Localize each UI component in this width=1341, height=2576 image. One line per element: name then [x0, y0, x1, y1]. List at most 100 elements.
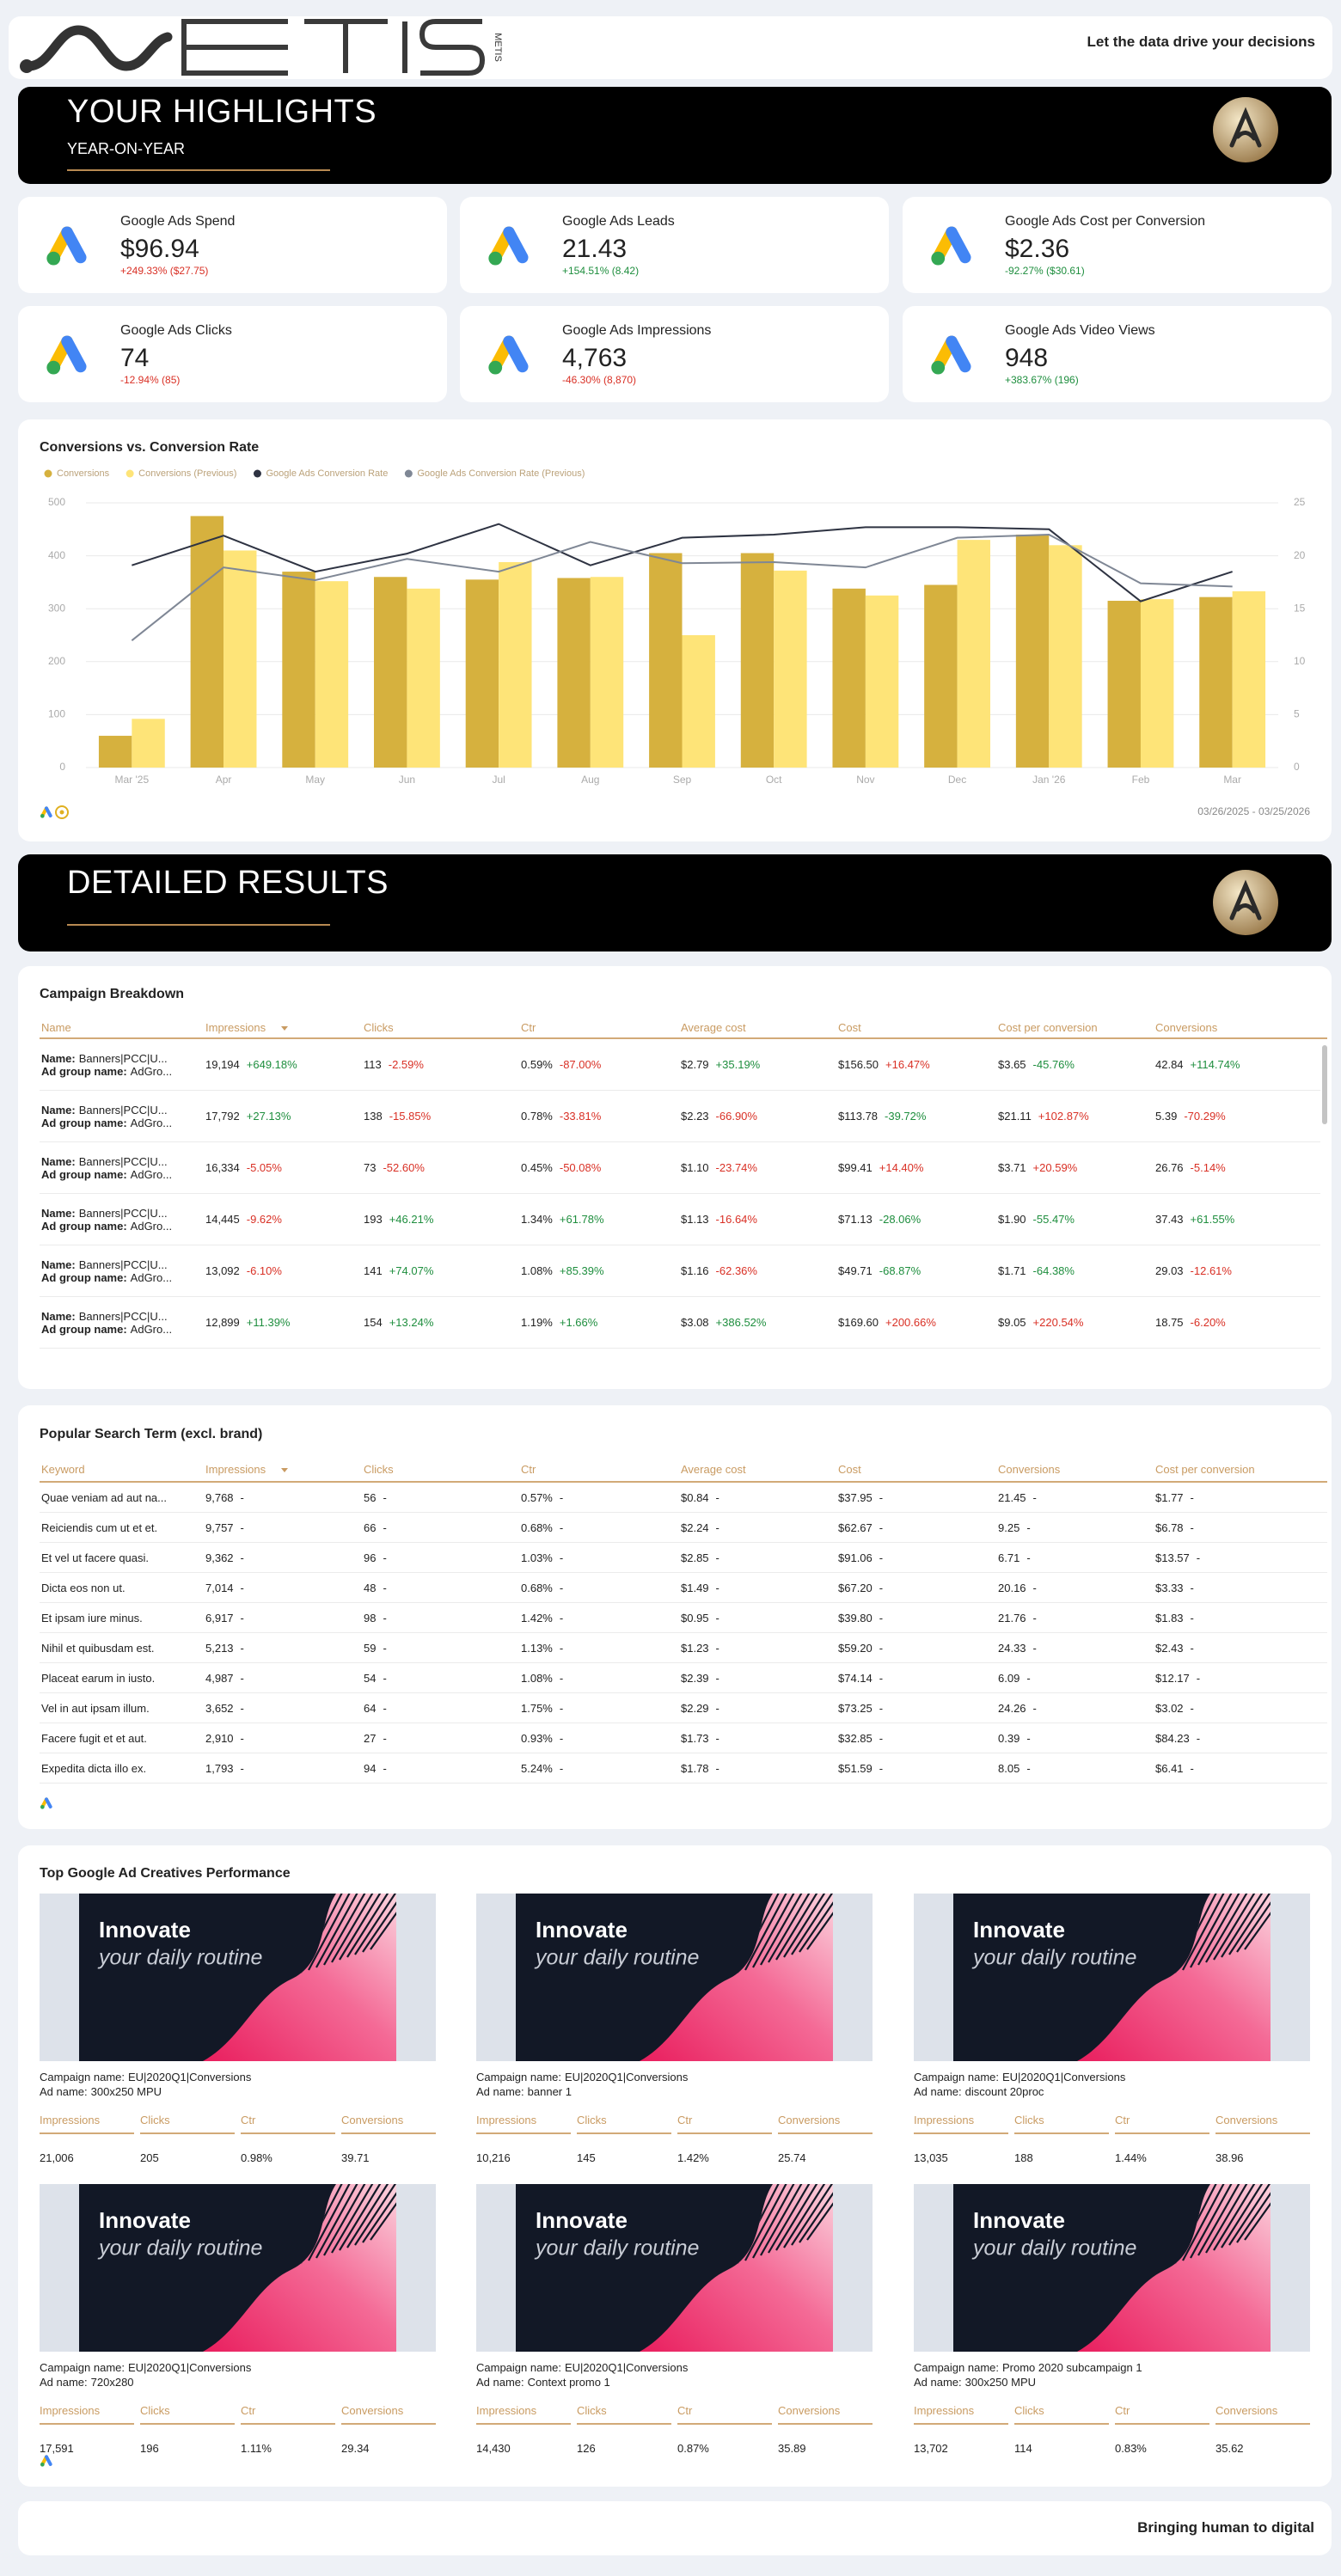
- cell-change: -: [383, 1581, 387, 1594]
- cell-change: -: [1026, 1551, 1031, 1564]
- kpi-card: Google Ads Spend $96.94 +249.33% ($27.75): [18, 197, 447, 293]
- y-tick-label: 0: [59, 761, 65, 773]
- cell-value: $156.50: [838, 1058, 879, 1071]
- cell-value: $2.23: [681, 1110, 709, 1123]
- cell-change: -: [879, 1641, 884, 1655]
- table-cell: $2.39-: [679, 1672, 836, 1685]
- keyword: Placeat earum in iusto.: [41, 1671, 156, 1685]
- x-tick-label: Oct: [766, 774, 782, 786]
- cell-value: $67.20: [838, 1581, 873, 1594]
- cell-change: -: [559, 1641, 564, 1655]
- cell-value: 54: [364, 1671, 377, 1685]
- cell-change: +114.74%: [1190, 1058, 1240, 1071]
- table-cell: $12.17-: [1154, 1672, 1307, 1685]
- cell-value: 0.78%: [521, 1110, 553, 1123]
- name-value: Banners|PCC|U...: [78, 1257, 168, 1271]
- x-tick-label: Jul: [492, 774, 505, 786]
- stat-value: 35.89: [778, 2442, 806, 2455]
- cell-change: -55.47%: [1032, 1213, 1075, 1226]
- table-cell: $1.78-: [679, 1762, 836, 1775]
- stripe: [1244, 2184, 1271, 2241]
- detailed-rule: [67, 924, 330, 926]
- column-label: Cost per conversion: [998, 1020, 1098, 1034]
- ad-group-value: AdGro...: [130, 1219, 173, 1233]
- footer-text: Bringing human to digital: [1137, 2519, 1314, 2536]
- stat-value: 35.62: [1215, 2442, 1244, 2455]
- table-cell: 2,910-: [204, 1732, 362, 1745]
- cell-change: -: [559, 1581, 564, 1594]
- creatives-card: Top Google Ad Creatives Performance Innov…: [18, 1845, 1332, 2487]
- stat-value: 188: [1014, 2151, 1033, 2164]
- cell-value: $1.49: [681, 1581, 709, 1594]
- stripe: [791, 1894, 833, 1955]
- table-row: Vel in aut ipsam illum. 3,652-64-1.75% - $2…: [40, 1693, 1327, 1723]
- creative-caption: Campaign name: EU|2020Q1|Conversions Ad na…: [476, 2360, 688, 2389]
- stat-value: 114: [1014, 2442, 1032, 2455]
- stat-header: Clicks: [140, 2404, 235, 2425]
- table-cell: $3.33-: [1154, 1582, 1307, 1594]
- table-cell: $6.41-: [1154, 1762, 1307, 1775]
- cell-change: -: [559, 1701, 564, 1715]
- table-cell: 37.43 +61.55%: [1154, 1213, 1307, 1226]
- keyword: Dicta eos non ut.: [41, 1581, 126, 1594]
- table-cell: Quae veniam ad aut na...: [40, 1491, 204, 1504]
- cell-change: -64.38%: [1032, 1264, 1075, 1277]
- table-cell: 20.16-: [996, 1582, 1154, 1594]
- kpi-change: +154.51% (8.42): [562, 265, 640, 277]
- cell-value: 98: [364, 1611, 377, 1625]
- cell-change: +1.66%: [559, 1316, 598, 1329]
- cell-change: -: [559, 1611, 564, 1625]
- stripe: [331, 2184, 376, 2254]
- cell-change: -16.64%: [715, 1213, 757, 1226]
- stat-value: 205: [140, 2151, 159, 2164]
- stripe: [1182, 2184, 1227, 2261]
- table-cell: 94-: [362, 1762, 519, 1775]
- logo: METIS: [20, 19, 503, 76]
- table-cell: 16,334 -5.05%: [204, 1161, 362, 1174]
- detailed-band: DETAILED RESULTS: [18, 854, 1332, 951]
- table-body: Name: Banners|PCC|U... Ad group name: AdGro…: [40, 1039, 1320, 1372]
- column-header: Impressions: [204, 1021, 362, 1034]
- cell-change: -2.59%: [388, 1058, 424, 1071]
- icon-blue: [503, 226, 529, 264]
- cell-change: -: [559, 1731, 564, 1745]
- kpi-label: Google Ads Clicks: [120, 323, 232, 338]
- table-cell: 8.05-: [996, 1762, 1154, 1775]
- cell-value: $0.95: [681, 1611, 709, 1625]
- name-cell: Name: Banners|PCC|U... Ad group name: AdGro…: [40, 1104, 204, 1129]
- cell-value: $169.60: [838, 1316, 879, 1329]
- table-cell: $1.77-: [1154, 1491, 1307, 1504]
- chart-card: Conversions vs. Conversion Rate 0 100 200 30…: [18, 419, 1332, 841]
- ad-group-line: Ad group name: AdGro...: [41, 1271, 204, 1284]
- column-label: Average cost: [681, 1020, 746, 1034]
- name-value: Banners|PCC|U...: [78, 1103, 168, 1117]
- stat-value: 17,591: [40, 2442, 74, 2455]
- ad-label: Ad name:: [914, 2085, 962, 2098]
- icon-blue: [946, 226, 971, 264]
- bar: [98, 736, 132, 768]
- cell-value: 37.43: [1155, 1213, 1184, 1226]
- table-cell: Nihil et quibusdam est.: [40, 1642, 204, 1655]
- cell-value: 9,768: [205, 1490, 234, 1504]
- campaign-line: Campaign name: EU|2020Q1|Conversions: [476, 2360, 688, 2375]
- cell-value: 4,987: [205, 1671, 234, 1685]
- table-cell: 98-: [362, 1612, 519, 1625]
- table-cell: $1.90 -55.47%: [996, 1213, 1154, 1226]
- x-tick-label: Jun: [399, 774, 415, 786]
- kpi-value: 4,763: [562, 344, 628, 372]
- ad-headline: Innovate: [536, 1917, 628, 1943]
- stripe: [1205, 2184, 1250, 2254]
- cell-change: -: [383, 1490, 387, 1504]
- stripe: [1221, 1894, 1265, 1958]
- column-header: Conversions: [996, 1463, 1154, 1476]
- cell-value: 14,445: [205, 1213, 240, 1226]
- creative-image: Innovate your daily routine: [40, 1894, 436, 2061]
- cell-change: -: [715, 1641, 719, 1655]
- stat-header: Ctr: [1115, 2404, 1209, 2425]
- x-tick-label: Jan '26: [1032, 774, 1066, 786]
- icon-green: [488, 360, 503, 375]
- cell-value: 20.16: [998, 1581, 1026, 1594]
- cell-change: -: [240, 1671, 244, 1685]
- cell-value: 59: [364, 1641, 377, 1655]
